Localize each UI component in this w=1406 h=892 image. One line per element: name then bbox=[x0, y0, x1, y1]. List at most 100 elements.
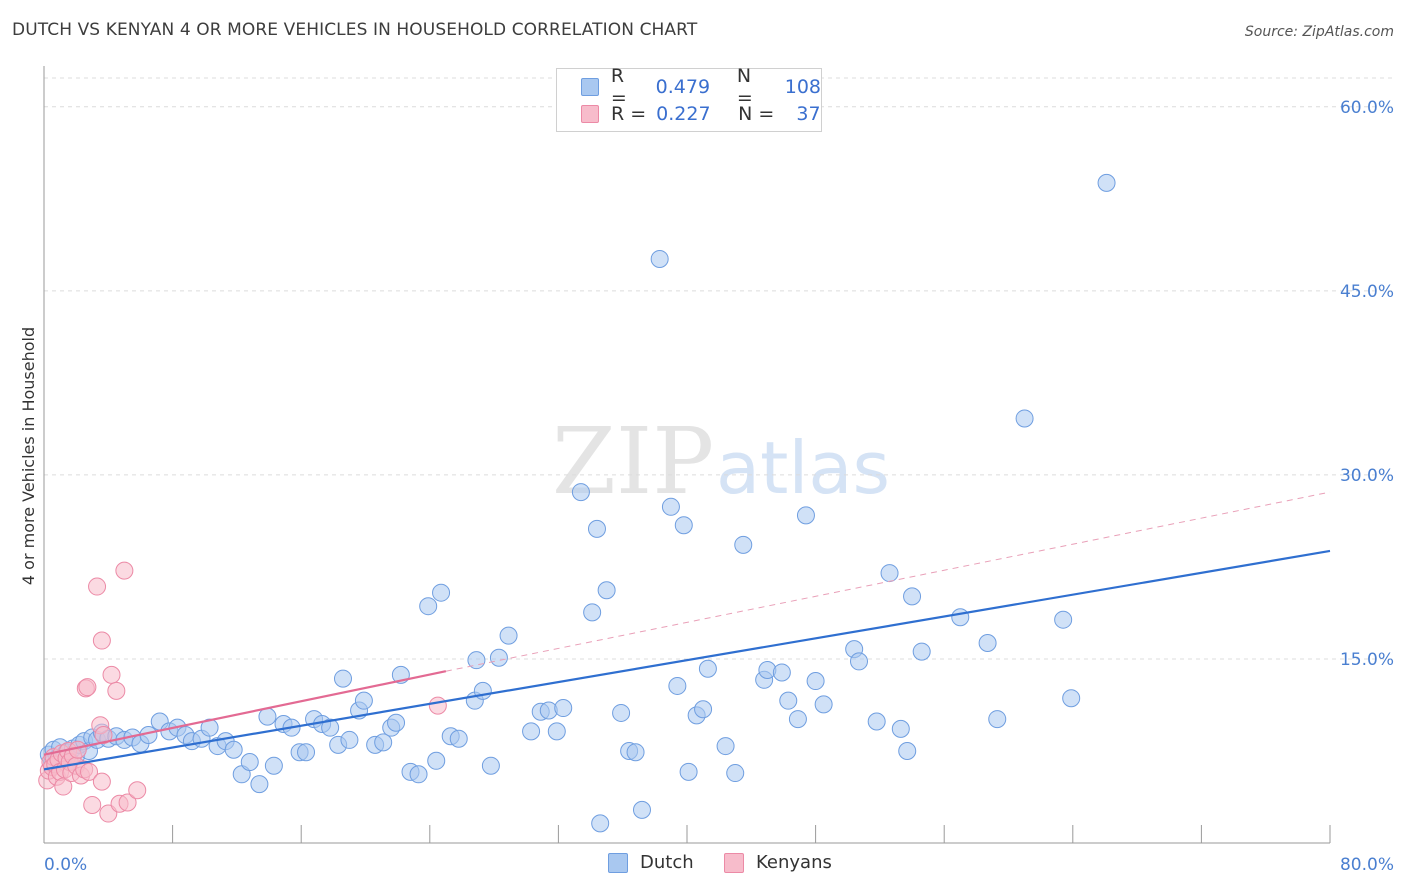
point-dutch bbox=[547, 722, 566, 741]
point-dutch bbox=[726, 764, 745, 783]
point-dutch bbox=[354, 691, 373, 710]
legend-n-value: 108 bbox=[784, 76, 821, 98]
legend-r-value: 0.227 bbox=[656, 103, 711, 125]
point-dutch bbox=[591, 814, 610, 833]
point-dutch bbox=[679, 762, 698, 781]
point-dutch bbox=[409, 765, 428, 784]
point-dutch bbox=[264, 756, 283, 775]
watermark: ZIP atlas bbox=[552, 408, 890, 515]
point-dutch bbox=[571, 483, 590, 502]
point-dutch bbox=[898, 741, 917, 760]
axes bbox=[43, 66, 1331, 844]
legend-row-dutch: R = 0.479 N = 108 bbox=[581, 65, 821, 109]
point-dutch bbox=[489, 648, 508, 667]
point-dutch bbox=[522, 722, 541, 741]
point-dutch bbox=[587, 519, 606, 538]
point-dutch bbox=[499, 626, 518, 645]
point-dutch bbox=[788, 710, 807, 729]
point-dutch bbox=[772, 663, 791, 682]
point-dutch bbox=[321, 718, 340, 737]
point-dutch bbox=[554, 699, 573, 718]
point-dutch bbox=[734, 535, 753, 554]
point-dutch bbox=[1097, 173, 1116, 192]
bottom-legend-label-kenyans: Kenyans bbox=[756, 852, 832, 873]
point-dutch bbox=[814, 695, 833, 714]
point-dutch bbox=[716, 737, 735, 756]
point-kenyans bbox=[107, 681, 126, 700]
point-dutch bbox=[796, 506, 815, 525]
point-dutch bbox=[988, 710, 1007, 729]
bottom-legend-kenyans: Kenyans bbox=[724, 852, 832, 873]
point-dutch bbox=[333, 669, 352, 688]
trend-line-dutch bbox=[43, 549, 1331, 771]
point-dutch bbox=[583, 603, 602, 622]
point-dutch bbox=[806, 672, 825, 691]
point-dutch bbox=[449, 729, 468, 748]
point-dutch bbox=[867, 712, 886, 731]
point-dutch bbox=[481, 756, 500, 775]
point-dutch bbox=[880, 564, 899, 583]
trend-line-kenyans bbox=[43, 670, 447, 756]
point-dutch bbox=[1015, 409, 1034, 428]
legend-swatch-dutch bbox=[581, 78, 599, 96]
point-dutch bbox=[374, 733, 393, 752]
point-dutch bbox=[779, 691, 798, 710]
point-kenyans bbox=[80, 762, 99, 781]
point-dutch bbox=[427, 751, 446, 770]
legend-r-value: 0.479 bbox=[655, 76, 711, 98]
legend-n-label: N = bbox=[738, 103, 775, 125]
point-dutch bbox=[250, 775, 269, 794]
point-dutch bbox=[694, 700, 713, 719]
legend: R = 0.479 N = 108 R = 0.227 N = 37 bbox=[556, 65, 822, 132]
point-kenyans bbox=[92, 772, 111, 791]
point-kenyans bbox=[428, 696, 447, 715]
y-tick-label: 60.0% bbox=[1340, 98, 1394, 118]
bottom-legend-swatch-dutch bbox=[608, 852, 628, 873]
point-dutch bbox=[240, 753, 259, 772]
y-axis-label: 4 or more Vehicles in Household bbox=[19, 327, 38, 585]
point-dutch bbox=[1062, 689, 1081, 708]
legend-r-label: R = bbox=[610, 65, 627, 109]
x-tick-label-max: 80.0% bbox=[1340, 855, 1394, 875]
point-dutch bbox=[1054, 610, 1073, 629]
point-dutch bbox=[850, 652, 869, 671]
point-dutch bbox=[668, 676, 687, 695]
point-dutch bbox=[432, 583, 451, 602]
point-kenyans bbox=[128, 781, 147, 800]
point-dutch bbox=[661, 497, 680, 516]
series-kenyans bbox=[38, 561, 447, 823]
x-tick-label-min: 0.0% bbox=[44, 855, 87, 875]
point-dutch bbox=[912, 642, 931, 661]
point-kenyans bbox=[94, 726, 113, 745]
gridlines bbox=[44, 77, 1394, 660]
y-tick-label: 15.0% bbox=[1340, 650, 1394, 670]
point-dutch bbox=[297, 743, 316, 762]
legend-r-label: R = bbox=[611, 103, 647, 125]
point-dutch bbox=[903, 587, 922, 606]
chart-title: DUTCH VS KENYAN 4 OR MORE VEHICLES IN HO… bbox=[12, 20, 698, 40]
point-dutch bbox=[698, 659, 717, 678]
point-dutch bbox=[891, 719, 910, 738]
point-dutch bbox=[674, 516, 693, 535]
point-dutch bbox=[224, 740, 243, 759]
y-tick-labels: 15.0% 30.0% 45.0% 60.0% bbox=[1340, 98, 1394, 670]
bottom-legend-swatch-kenyans bbox=[724, 852, 744, 873]
point-kenyans bbox=[83, 795, 102, 814]
y-tick-label: 30.0% bbox=[1340, 466, 1394, 486]
point-dutch bbox=[612, 703, 631, 722]
point-kenyans bbox=[78, 678, 97, 697]
trend-extension-kenyans bbox=[445, 491, 1331, 672]
y-tick-label: 45.0% bbox=[1340, 282, 1394, 302]
point-kenyans bbox=[102, 665, 121, 684]
point-dutch bbox=[387, 713, 406, 732]
point-kenyans bbox=[88, 577, 107, 596]
legend-swatch-kenyans bbox=[581, 105, 599, 123]
point-dutch bbox=[626, 743, 645, 762]
point-dutch bbox=[340, 730, 359, 749]
point-kenyans bbox=[115, 561, 134, 580]
point-dutch bbox=[978, 634, 997, 653]
point-dutch bbox=[419, 597, 438, 616]
trend-lines bbox=[43, 491, 1331, 771]
bottom-legend-dutch: Dutch bbox=[608, 852, 694, 873]
